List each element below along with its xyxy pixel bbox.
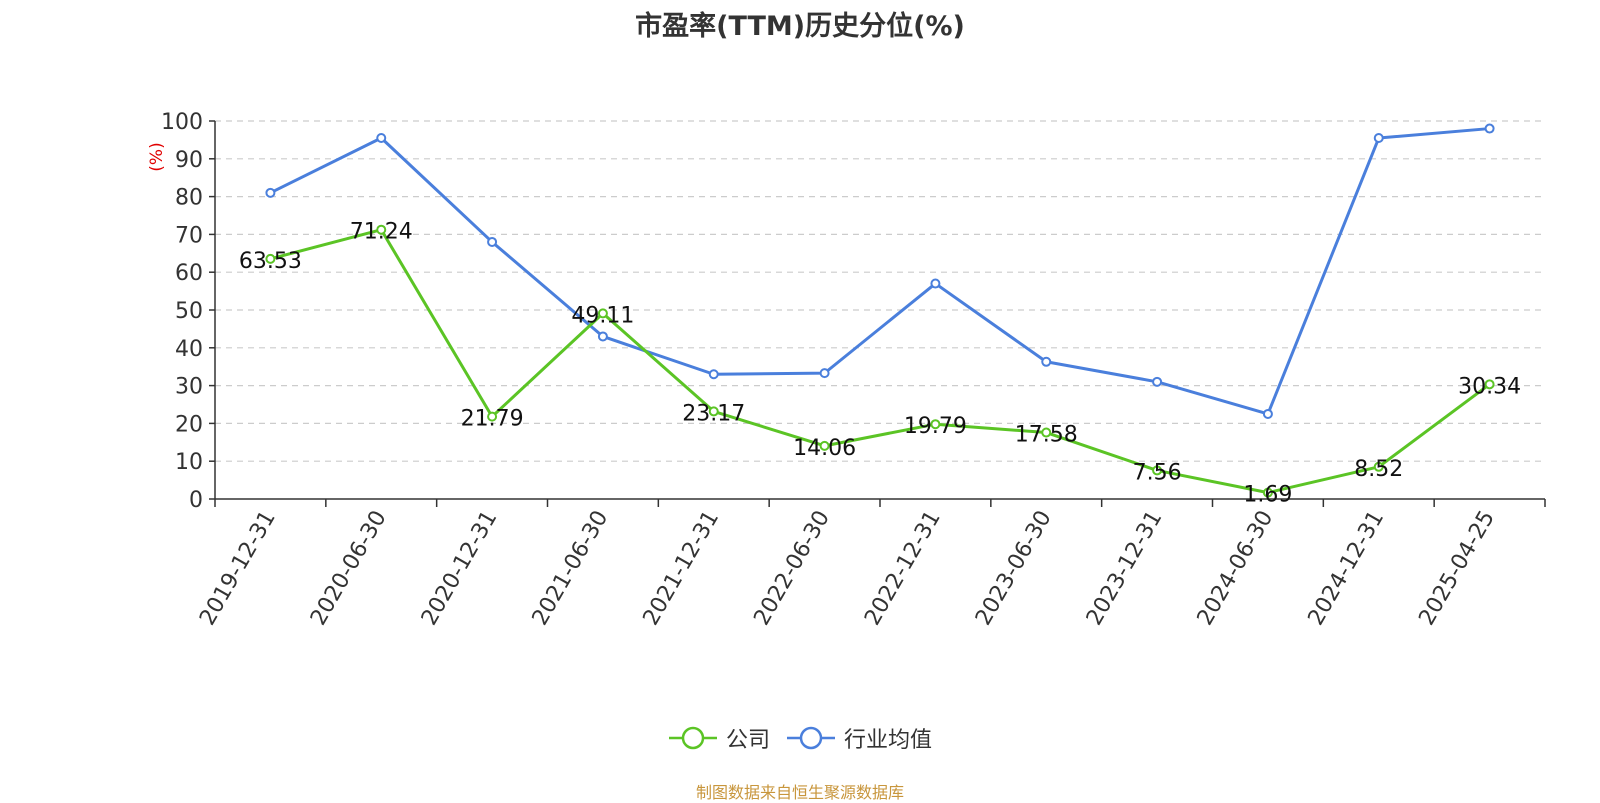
x-tick-label: 2020-12-31 xyxy=(417,507,503,630)
data-labels: 63.53 71.24 21.79 49.11 23.17 14.06 19.79 17.58… xyxy=(239,220,1521,508)
y-tick-label: 80 xyxy=(175,186,203,211)
chart-title: 市盈率(TTM)历史分位(%) xyxy=(635,11,965,42)
legend-label: 公司 xyxy=(725,728,770,753)
data-label: 23.17 xyxy=(682,401,745,426)
y-tick-label: 100 xyxy=(161,110,203,135)
y-tick-label: 90 xyxy=(175,148,203,173)
data-point xyxy=(819,440,830,451)
x-tick-label: 2024-12-31 xyxy=(1304,507,1390,630)
axes: 0 10 20 30 40 50 60 70 80 90 100 (%) 2019-12-31 2020-… xyxy=(147,110,1546,630)
data-point xyxy=(1373,461,1384,472)
x-tick-label: 2020-06-30 xyxy=(306,507,392,630)
legend-item[interactable]: 行业均值 xyxy=(786,722,932,754)
data-point xyxy=(819,368,830,379)
data-label: 7.56 xyxy=(1133,460,1182,485)
series-lines xyxy=(265,123,1495,498)
data-point xyxy=(930,419,941,430)
data-point xyxy=(1041,356,1052,367)
data-point xyxy=(1484,379,1495,390)
data-point xyxy=(1152,465,1163,476)
y-tick-label: 60 xyxy=(175,261,203,286)
data-label: 21.79 xyxy=(461,407,524,432)
x-tick-label: 2022-12-31 xyxy=(860,507,946,630)
legend-label: 行业均值 xyxy=(844,728,933,753)
data-point xyxy=(487,411,498,422)
y-tick-label: 30 xyxy=(175,375,203,400)
grid-lines xyxy=(215,120,1545,462)
data-point xyxy=(1262,408,1273,419)
data-point xyxy=(265,253,276,264)
data-point xyxy=(1152,376,1163,387)
x-tick-label: 2023-12-31 xyxy=(1082,507,1168,630)
data-label: 63.53 xyxy=(239,249,302,274)
data-point xyxy=(376,133,387,144)
x-tick-label: 2021-12-31 xyxy=(639,507,725,630)
y-tick-label: 0 xyxy=(189,488,203,513)
legend-item[interactable]: 公司 xyxy=(668,722,770,754)
data-label: 19.79 xyxy=(904,414,967,439)
data-point xyxy=(376,224,387,235)
x-tick-label: 2022-06-30 xyxy=(749,507,835,630)
data-point xyxy=(265,187,276,198)
data-label: 30.34 xyxy=(1458,374,1521,399)
y-tick-label: 10 xyxy=(175,450,203,475)
x-tick-label: 2021-06-30 xyxy=(528,507,614,630)
legend-swatch-marker xyxy=(681,726,705,750)
y-axis-label: (%) xyxy=(147,142,167,171)
y-tick-label: 40 xyxy=(175,337,203,362)
data-point xyxy=(1041,427,1052,438)
data-point xyxy=(597,308,608,319)
data-point xyxy=(708,369,719,380)
data-point xyxy=(930,278,941,289)
data-point xyxy=(1484,123,1495,134)
data-label: 71.24 xyxy=(350,220,413,245)
data-point xyxy=(487,236,498,247)
data-label: 49.11 xyxy=(571,303,634,328)
series-line-company xyxy=(270,228,1491,495)
data-label: 8.52 xyxy=(1354,457,1403,482)
source-note: 制图数据来自恒生聚源数据库 xyxy=(695,783,904,802)
x-tick-label: 2024-06-30 xyxy=(1193,507,1279,630)
legend: 公司 行业均值 xyxy=(0,722,1600,757)
series-line-industry xyxy=(269,127,1490,416)
y-tick-label: 50 xyxy=(175,299,203,324)
y-tick-label: 70 xyxy=(175,223,203,248)
x-tick-label: 2025-04-25 xyxy=(1414,507,1500,630)
legend-swatch-marker xyxy=(799,726,823,750)
legend-swatch xyxy=(787,726,835,750)
data-label: 1.69 xyxy=(1243,483,1292,508)
data-point xyxy=(597,331,608,342)
data-point xyxy=(708,406,719,417)
data-label: 14.06 xyxy=(793,436,856,461)
y-tick-label: 20 xyxy=(175,412,203,437)
legend-swatch xyxy=(668,726,717,750)
data-point xyxy=(1262,487,1273,498)
x-tick-label: 2023-06-30 xyxy=(971,507,1057,630)
x-tick-label: 2019-12-31 xyxy=(195,507,281,630)
data-label: 17.58 xyxy=(1015,423,1078,448)
data-point xyxy=(1373,133,1384,144)
